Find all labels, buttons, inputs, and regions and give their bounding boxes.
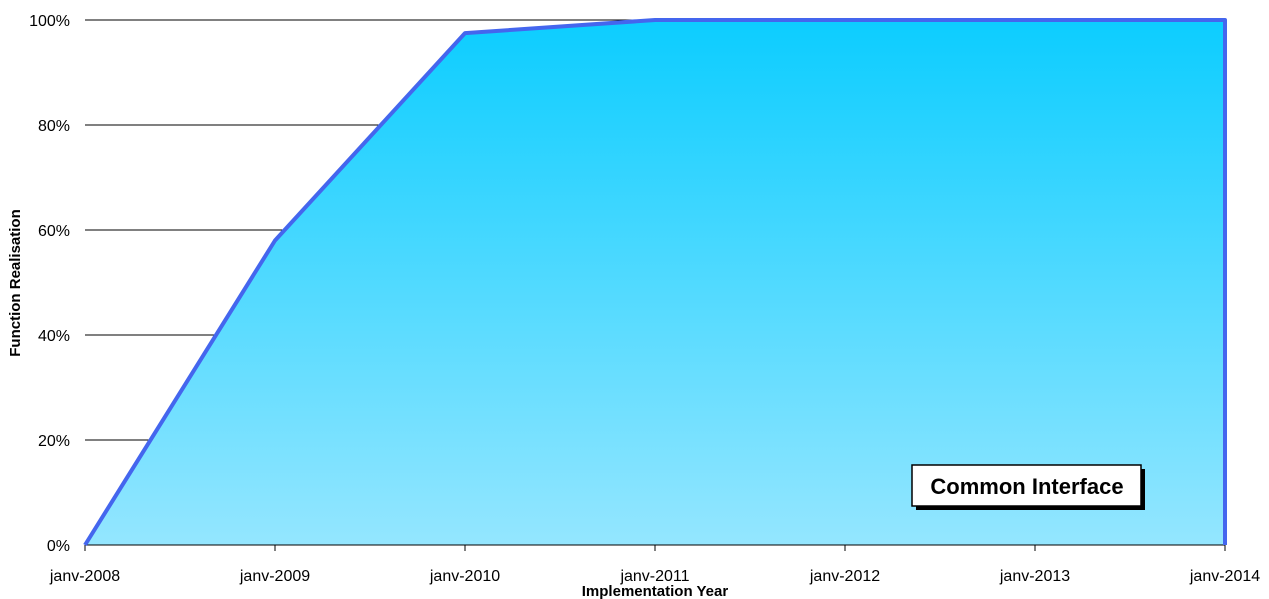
y-axis-ticks: 0% 20% 40% 60% 80% 100% xyxy=(29,13,70,555)
x-axis-title: Implementation Year xyxy=(582,583,729,599)
x-tick-label: janv-2011 xyxy=(619,568,689,585)
y-tick-label: 100% xyxy=(29,13,70,30)
y-tick-label: 80% xyxy=(38,118,70,135)
legend-box xyxy=(911,464,1142,507)
y-tick-label: 60% xyxy=(38,223,70,240)
y-tick-label: 20% xyxy=(38,433,70,450)
x-tick-label: janv-2009 xyxy=(239,568,310,585)
x-tick-label: janv-2014 xyxy=(1189,568,1260,585)
area-series-common-interface xyxy=(85,20,1225,545)
x-tick-label: janv-2012 xyxy=(809,568,880,585)
legend: Common Interface xyxy=(911,464,1145,510)
x-tick-label: janv-2010 xyxy=(429,568,500,585)
y-tick-label: 40% xyxy=(38,328,70,345)
line-series-common-interface xyxy=(83,18,1227,547)
y-tick-label: 0% xyxy=(47,538,70,555)
x-tick-label: janv-2008 xyxy=(49,568,120,585)
legend-label: Common Interface xyxy=(930,474,1123,499)
y-axis-title: Function Realisation xyxy=(7,209,24,357)
x-axis-ticks: janv-2008 janv-2009 janv-2010 janv-2011 janv… xyxy=(49,545,1260,585)
x-tick-label: janv-2013 xyxy=(999,568,1070,585)
